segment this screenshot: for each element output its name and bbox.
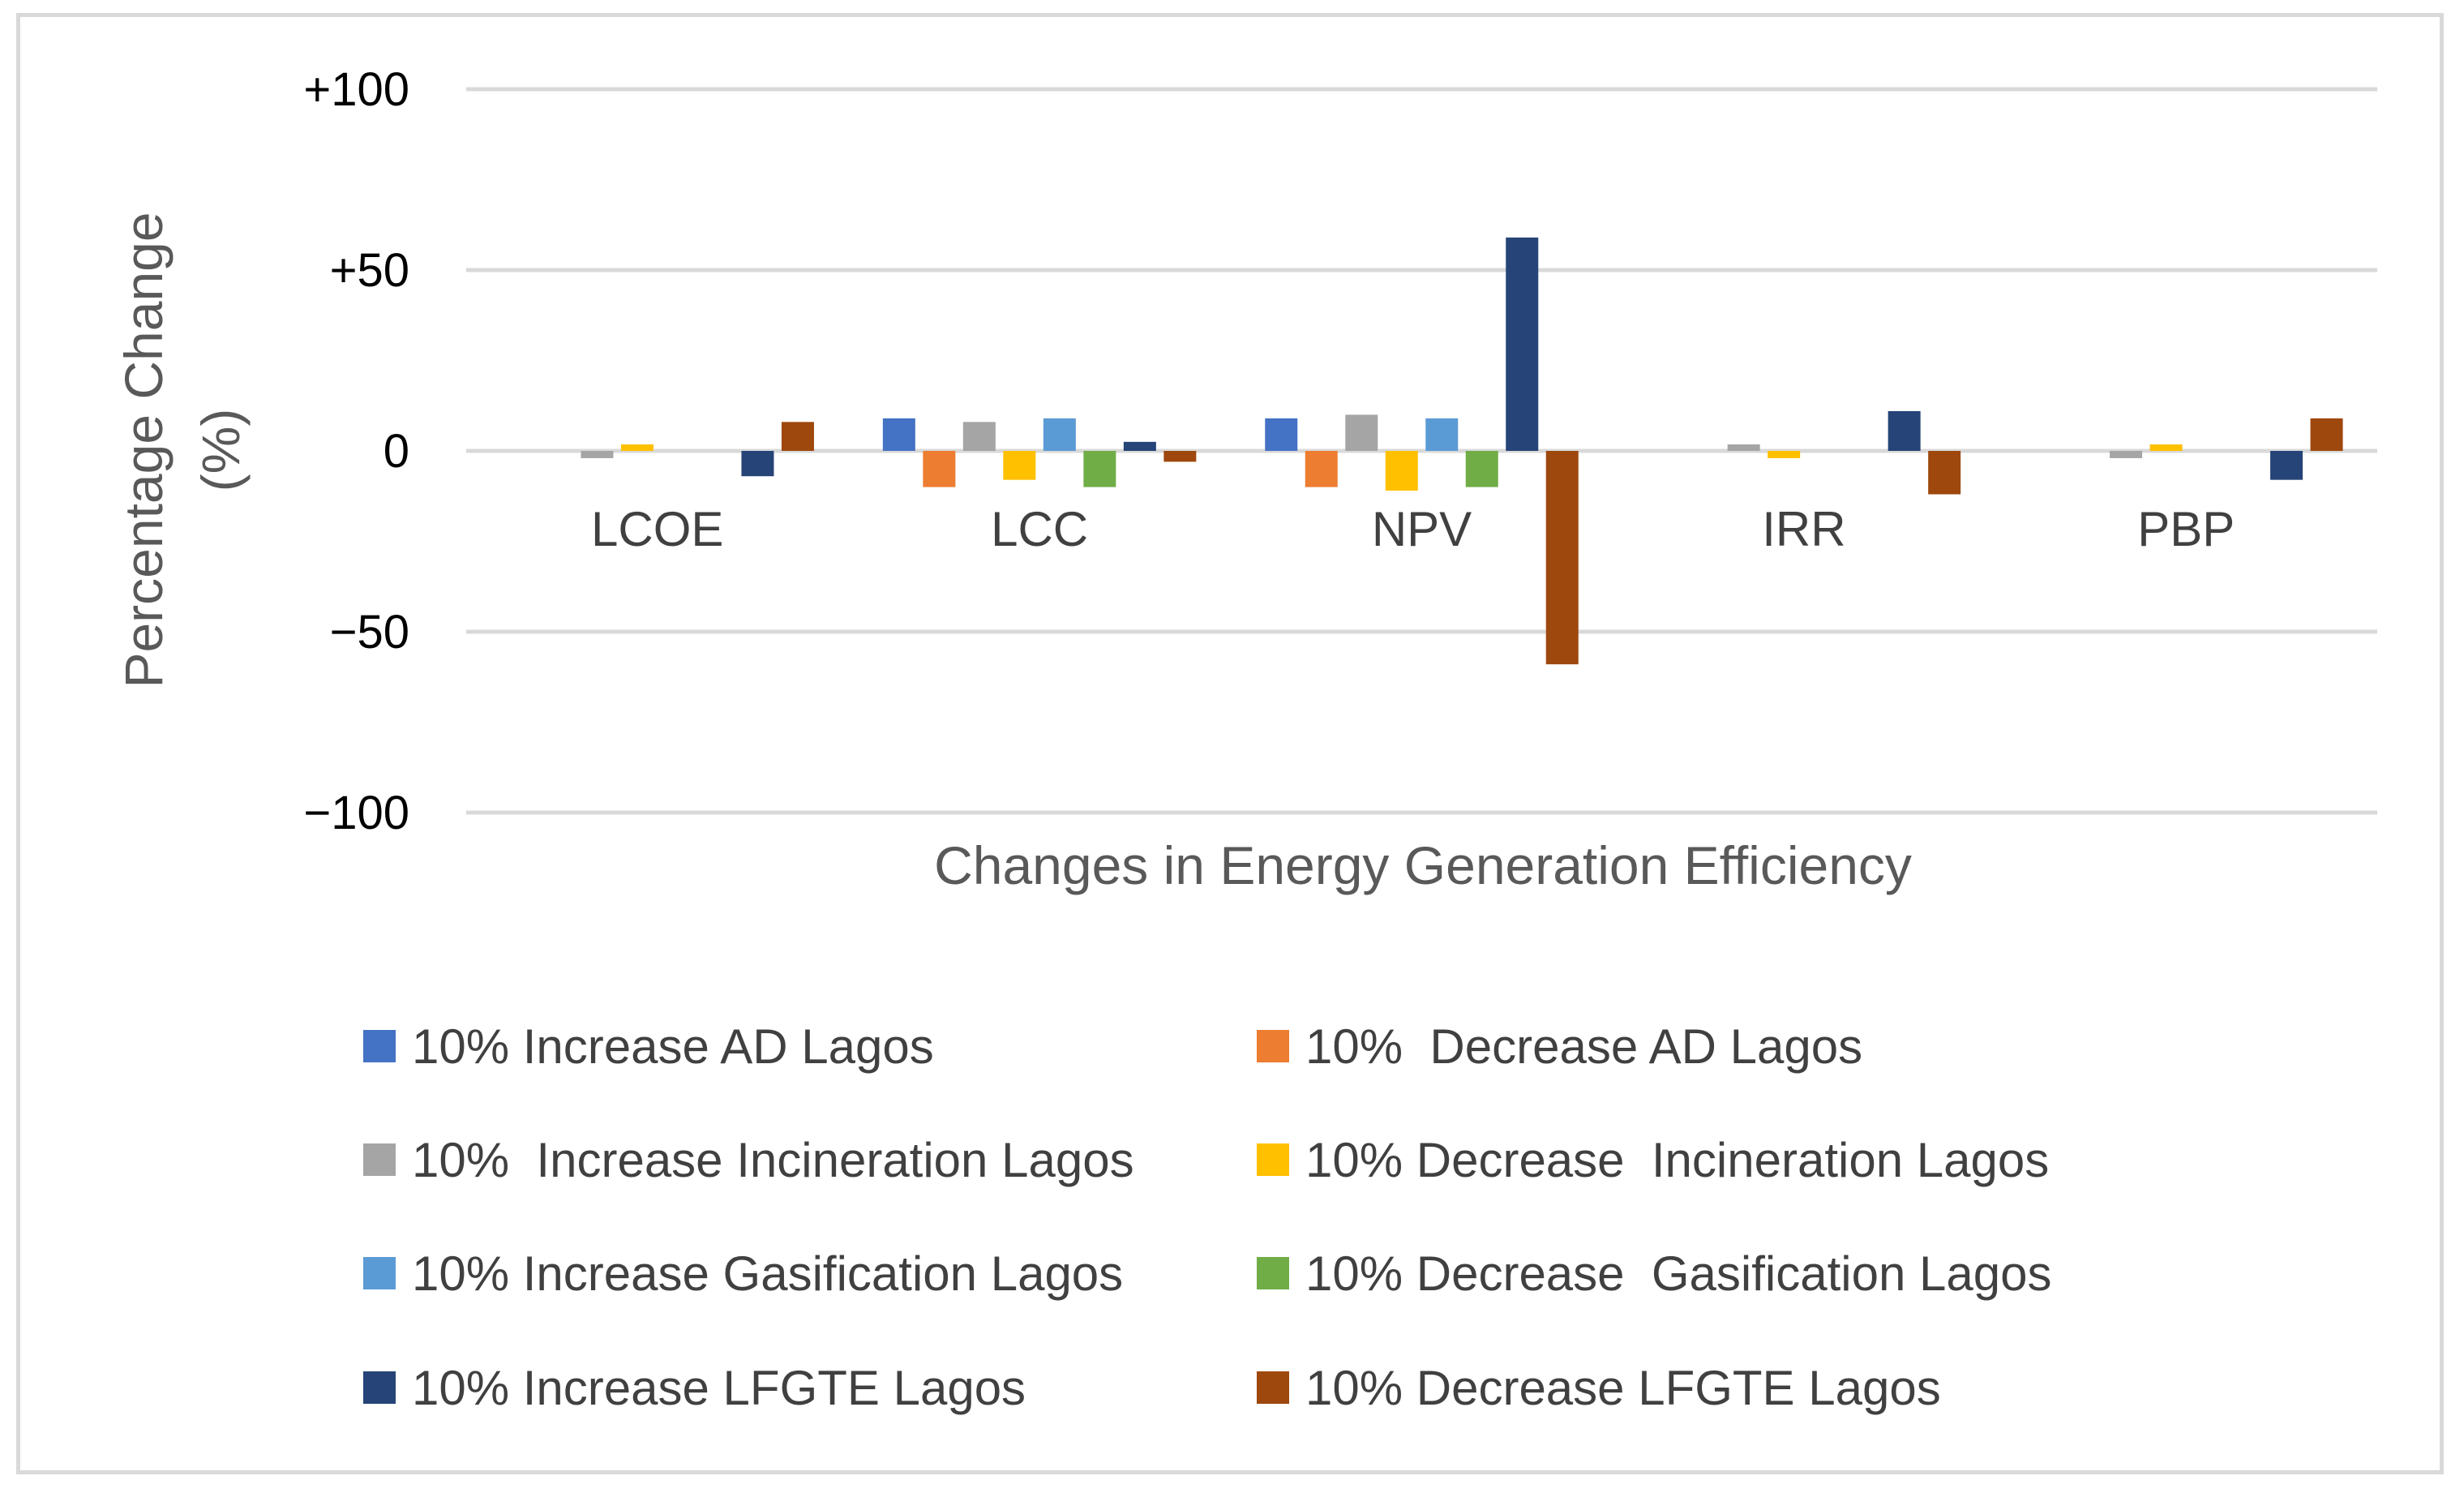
bar-npv-series-6 [1465, 451, 1498, 487]
legend-item: 10% Increase Incineration Lagos [363, 1133, 1134, 1187]
x-axis-title: Changes in Energy Generation Efficiency [934, 835, 1912, 895]
category-label: IRR [1762, 502, 1845, 556]
legend-item: 10% Increase Gasification Lagos [363, 1246, 1123, 1301]
bar-npv-series-4 [1385, 451, 1418, 491]
legend-swatch [1257, 1257, 1289, 1289]
bar-npv-series-7 [1506, 237, 1539, 451]
bar-lcoe-series-8 [781, 422, 814, 451]
bar-lcc-series-6 [1083, 451, 1116, 487]
bar-lcc-series-8 [1163, 451, 1197, 462]
category-label: PBP [2137, 502, 2235, 556]
bar-lcc-series-2 [923, 451, 956, 487]
legend-label: 10% Increase AD Lagos [412, 1019, 934, 1074]
category-label: NPV [1372, 502, 1472, 556]
legend-label: 10% Decrease LFGTE Lagos [1305, 1361, 1941, 1415]
bar-pbp-series-4 [2149, 444, 2183, 451]
legend-label: 10% Increase Incineration Lagos [412, 1133, 1134, 1187]
legend-label: 10% Decrease Gasification Lagos [1305, 1246, 2052, 1301]
legend-swatch [1257, 1371, 1289, 1404]
legend-label: 10% Decrease AD Lagos [1305, 1019, 1862, 1074]
legend-item: 10% Decrease Gasification Lagos [1257, 1246, 2052, 1301]
bar-npv-series-8 [1545, 451, 1579, 665]
legend-label: 10% Increase LFGTE Lagos [412, 1361, 1026, 1415]
bar-lcc-series-5 [1043, 418, 1076, 451]
y-tick-label: −100 [303, 787, 409, 839]
chart-frame [16, 13, 2444, 1474]
legend-item: 10% Increase AD Lagos [363, 1019, 934, 1074]
y-axis-title: Percentage Change (%) [114, 212, 251, 688]
bar-lcc-series-1 [882, 418, 915, 451]
y-axis-title-line1: Percentage Change [114, 212, 174, 688]
legend-item: 10% Decrease AD Lagos [1257, 1019, 1862, 1074]
category-label: LCC [991, 502, 1088, 556]
bar-pbp-series-8 [2310, 418, 2343, 451]
bar-irr-series-8 [1928, 451, 1961, 495]
bar-lcc-series-4 [1003, 451, 1036, 480]
legend-item: 10% Decrease LFGTE Lagos [1257, 1361, 1941, 1415]
legend-label: 10% Decrease Incineration Lagos [1305, 1133, 2049, 1187]
legend-item: 10% Decrease Incineration Lagos [1257, 1133, 2049, 1187]
bar-irr-series-7 [1888, 410, 1921, 451]
bar-irr-series-3 [1727, 444, 1760, 451]
y-axis-title-line2: (%) [191, 409, 251, 492]
bar-lcoe-series-3 [581, 451, 614, 458]
y-tick-label: 0 [384, 425, 409, 478]
legend-swatch [363, 1371, 396, 1404]
legend-swatch [1257, 1030, 1289, 1062]
legend-swatch [363, 1257, 396, 1289]
category-label: LCOE [591, 502, 723, 556]
y-tick-label: +50 [330, 244, 409, 297]
bar-lcc-series-3 [962, 422, 996, 451]
legend-swatch [363, 1143, 396, 1176]
y-tick-label: −50 [330, 606, 409, 659]
bar-npv-series-5 [1425, 418, 1459, 451]
bar-lcoe-series-4 [620, 444, 653, 451]
bar-npv-series-1 [1265, 418, 1298, 451]
legend-label: 10% Increase Gasification Lagos [412, 1246, 1123, 1301]
bar-pbp-series-3 [2110, 451, 2143, 458]
legend-swatch [363, 1030, 396, 1062]
legend-swatch [1257, 1143, 1289, 1176]
legend-item: 10% Increase LFGTE Lagos [363, 1361, 1026, 1415]
bar-irr-series-4 [1768, 451, 1801, 458]
bar-pbp-series-7 [2270, 451, 2303, 480]
bar-npv-series-2 [1305, 451, 1338, 487]
bar-npv-series-3 [1345, 414, 1378, 451]
y-tick-label: +100 [303, 63, 409, 116]
bar-lcoe-series-7 [741, 451, 774, 477]
bar-lcc-series-7 [1123, 441, 1156, 451]
